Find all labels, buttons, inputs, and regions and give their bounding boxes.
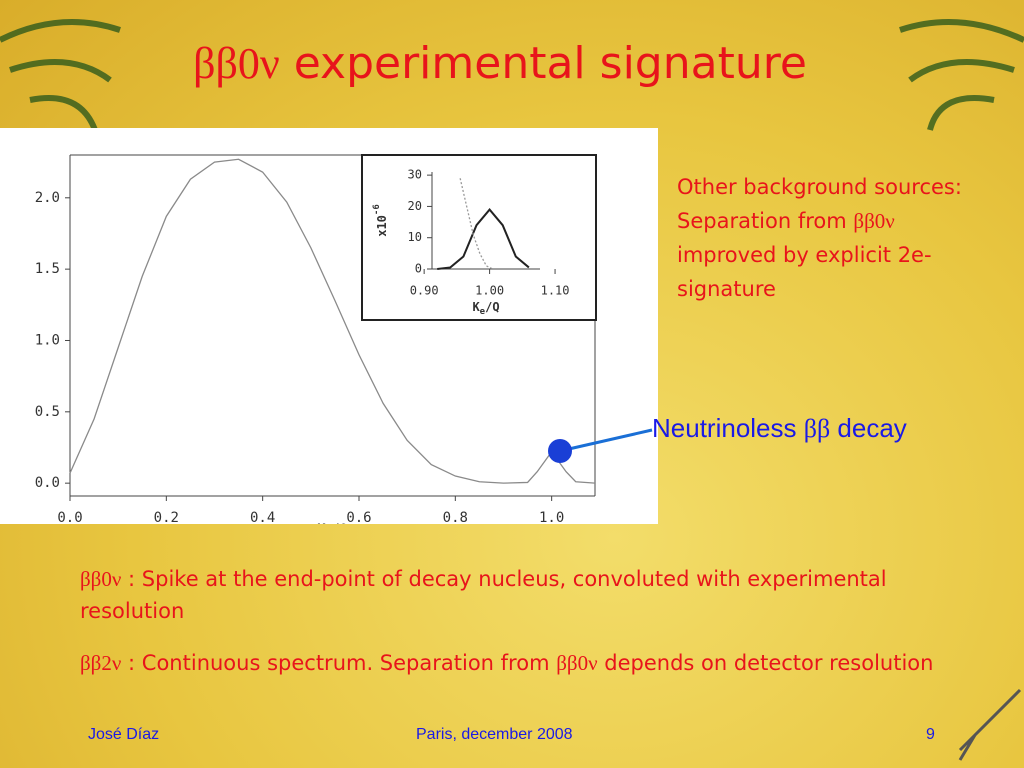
text: depends on detector resolution [597, 651, 934, 675]
y-tick-label: 0.0 [35, 475, 60, 491]
x-tick-label: 0.2 [154, 510, 179, 524]
text: /Q [485, 300, 499, 314]
text: K [317, 522, 326, 524]
y-axis-label: x10-6 [372, 204, 389, 237]
y-tick-label: 10 [408, 230, 422, 244]
symbol: ββ2ν [80, 651, 122, 675]
title: ββ0ν experimental signature [0, 38, 1000, 89]
y-tick-label: 0.5 [35, 404, 60, 420]
x-axis-label: Ke/Q [317, 522, 348, 524]
bullet: ββ0ν : Spike at the end-point of decay n… [80, 563, 960, 627]
text: -6 [372, 204, 382, 215]
text: : Spike at the end-point of decay nucleu… [80, 567, 887, 623]
x-tick-label: 0.8 [443, 510, 468, 524]
text: /Q [331, 522, 348, 524]
symbol: ββ0ν [556, 651, 598, 675]
line [459, 178, 494, 270]
x-tick-label: 1.00 [475, 284, 504, 298]
line [69, 158, 596, 484]
text: : Continuous spectrum. Separation from [121, 651, 557, 675]
x-tick-label: 0.4 [250, 510, 275, 524]
x-tick-label: 0.90 [410, 284, 439, 298]
x-axis-label: Ke/Q [472, 300, 499, 317]
symbol: ββ0ν [853, 209, 895, 233]
y-tick-label: 30 [408, 168, 422, 182]
footer-author: José Díaz [88, 726, 160, 743]
title-symbol: ββ0ν [193, 39, 280, 88]
y-tick-label: 0 [415, 262, 422, 276]
text: K [472, 300, 480, 314]
symbol: ββ0ν [80, 567, 122, 591]
text: x10 [375, 215, 389, 237]
text: e [480, 307, 486, 317]
x-tick-label: 0.0 [57, 510, 82, 524]
x-tick-label: 0.6 [346, 510, 371, 524]
title-text: experimental signature [293, 38, 807, 89]
x-tick-label: 1.0 [539, 510, 564, 524]
callout: Neutrinoless ββ decay [652, 413, 907, 444]
x-tick-label: 1.10 [541, 284, 570, 298]
y-tick-label: 1.5 [35, 261, 60, 277]
bullet: ββ2ν : Continuous spectrum. Separation f… [80, 647, 960, 679]
y-tick-label: 1.0 [35, 332, 60, 348]
footer-page: 9 [926, 726, 935, 743]
text: improved by explicit 2e- signature [677, 243, 932, 301]
text: Neutrinoless [652, 413, 804, 443]
y-tick-label: 2.0 [35, 190, 60, 206]
symbol: ββ [803, 414, 831, 443]
line [437, 207, 530, 270]
y-tick-label: 20 [408, 199, 422, 213]
text: Other background sources: Separation fro… [677, 175, 962, 233]
chart: 0.0 0.2 0.4 0.6 0.8 1.0 0.0 0.5 1.0 1.5 2.0 Ke/Q 0.9… [0, 128, 658, 524]
side-note: Other background sources: Separation fro… [677, 170, 997, 306]
footer-event: Paris, december 2008 [416, 726, 573, 743]
text: decay [830, 413, 907, 443]
inset-frame [361, 154, 597, 321]
